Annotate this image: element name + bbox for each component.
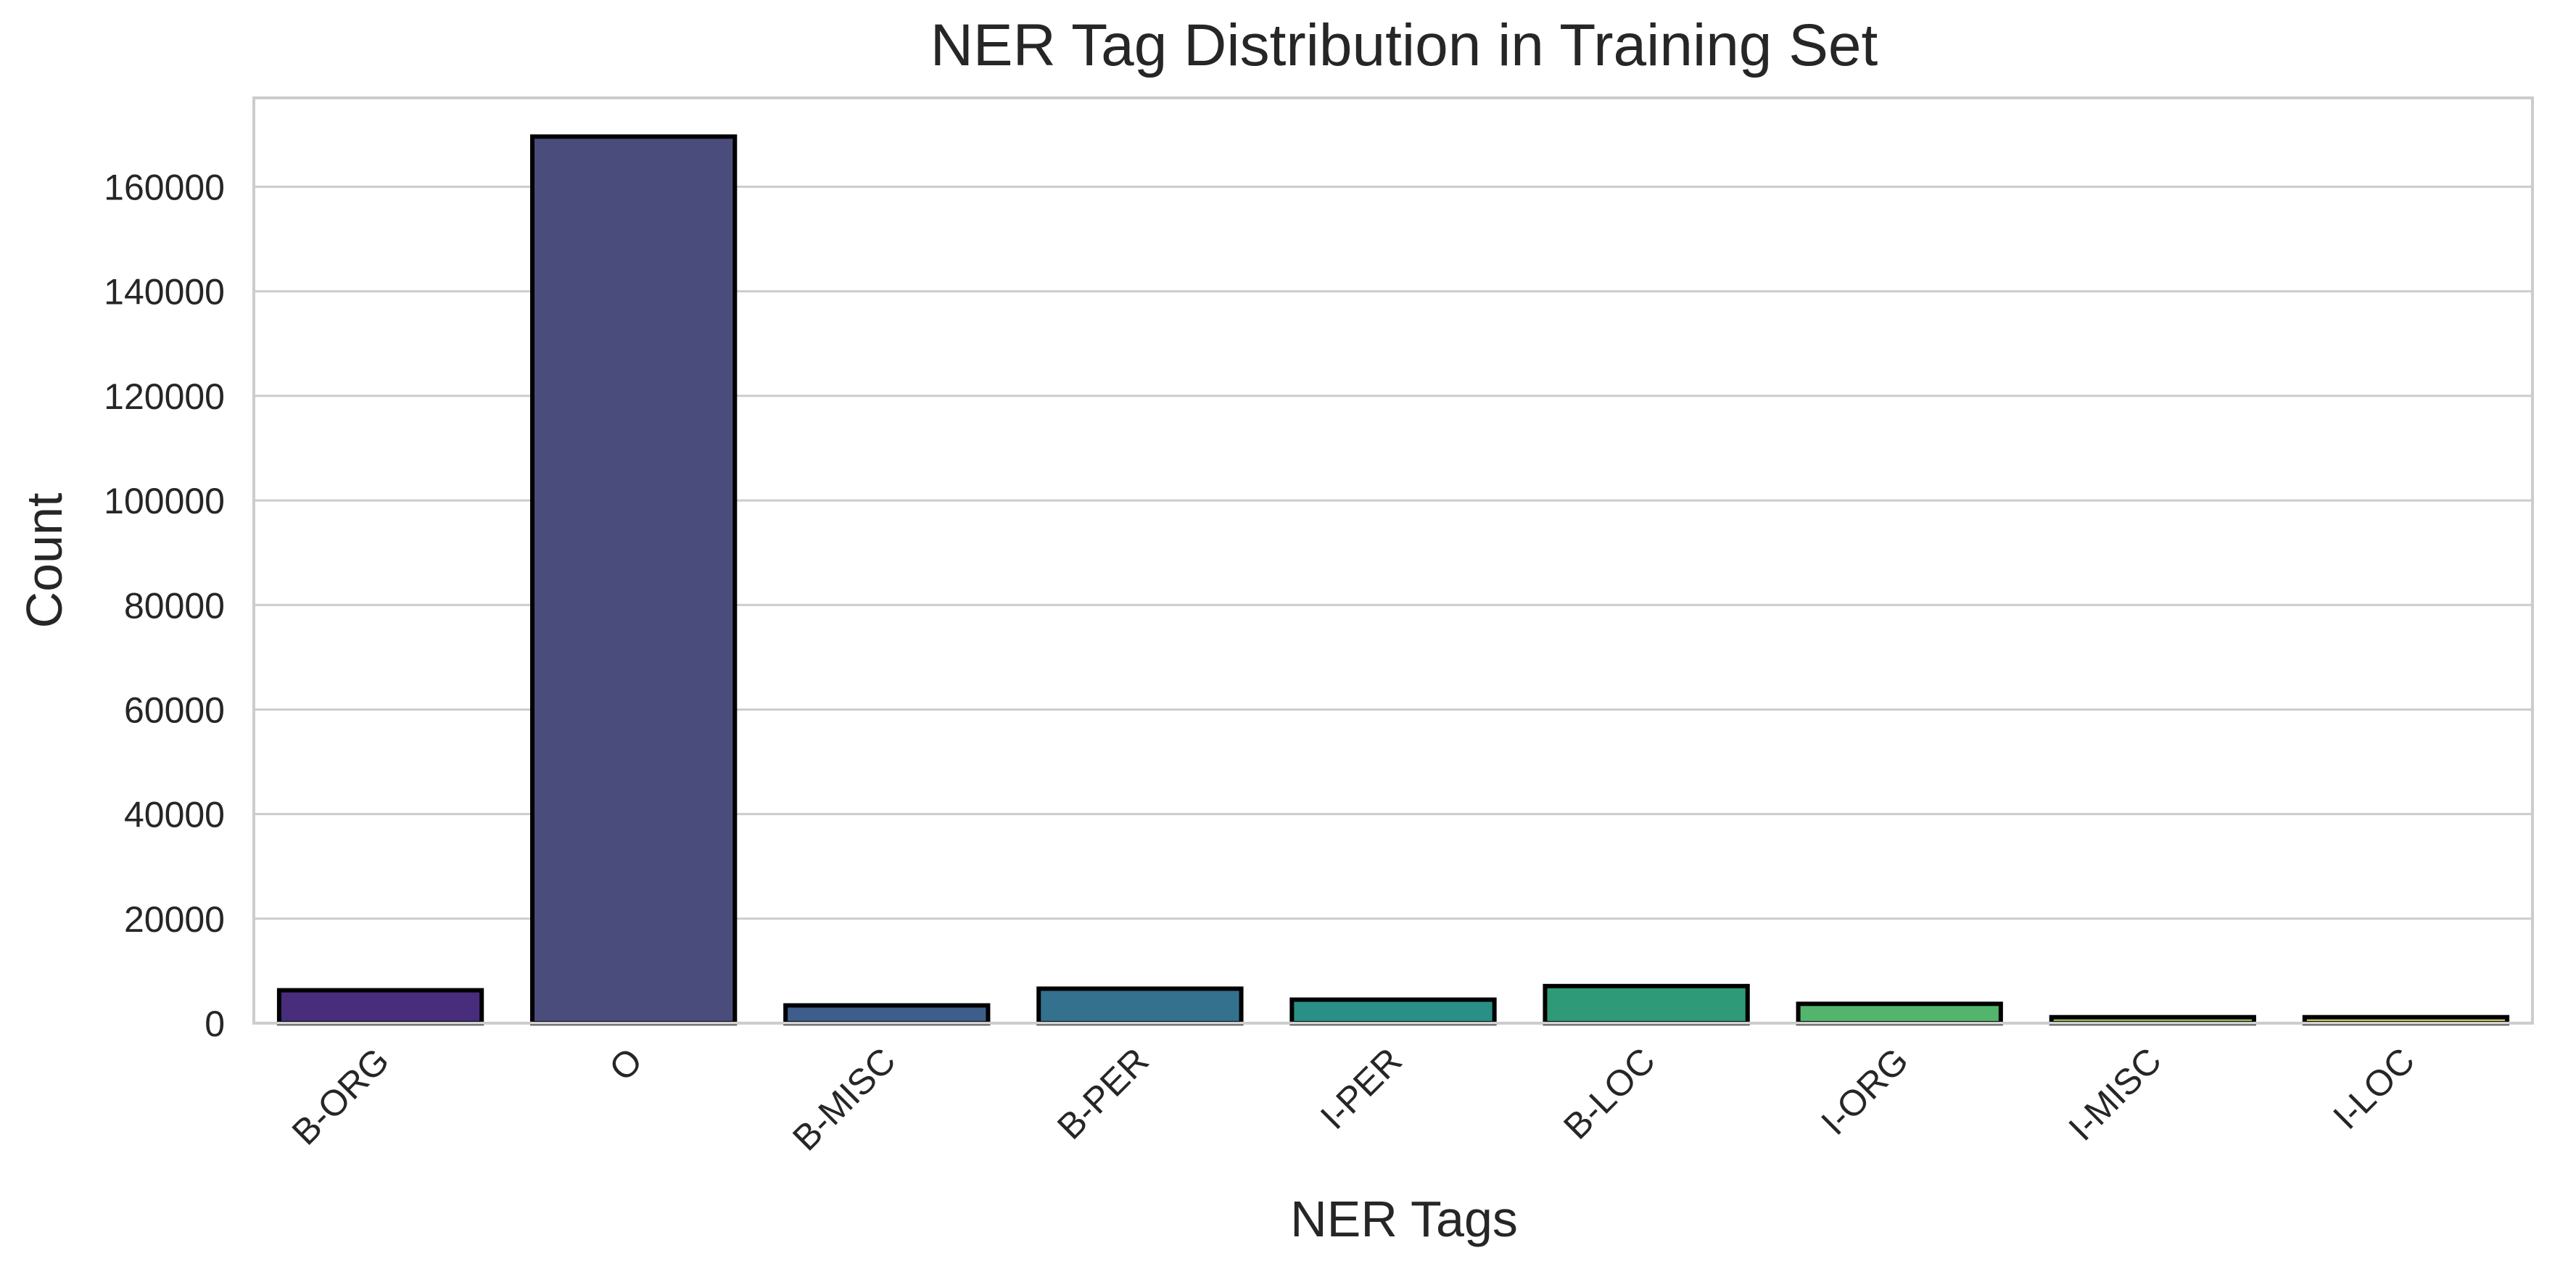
y-tick-label: 140000 — [104, 272, 225, 313]
y-tick-label: 40000 — [124, 795, 225, 835]
y-tick-label: 20000 — [124, 899, 225, 940]
x-tick-label-i-per: I-PER — [1313, 1040, 1410, 1137]
y-axis-label: Count — [16, 493, 73, 629]
x-tick-label-b-org: B-ORG — [284, 1040, 397, 1152]
y-tick-label: 60000 — [124, 690, 225, 730]
bars — [276, 134, 2510, 1026]
y-tick-label: 120000 — [104, 376, 225, 417]
x-tick-label-i-loc: I-LOC — [2325, 1040, 2422, 1137]
bar-b-misc — [783, 1003, 991, 1025]
bar-b-loc — [1543, 983, 1750, 1025]
x-axis-label: NER Tags — [1290, 1191, 1518, 1247]
x-tick-labels: B-ORG O B-MISC B-PER I-PER B-LOC I-ORG I-MISC I-… — [284, 1040, 2422, 1158]
x-tick-label-i-misc: I-MISC — [2061, 1040, 2170, 1149]
bar-i-per — [1289, 997, 1497, 1026]
y-tick-label: 160000 — [104, 168, 225, 208]
x-tick-label-b-per: B-PER — [1049, 1040, 1157, 1147]
bar-i-org — [1796, 1001, 2003, 1025]
bar-b-per — [1036, 986, 1244, 1025]
x-tick-label-o: O — [601, 1040, 650, 1088]
x-tick-label-b-misc: B-MISC — [785, 1040, 903, 1158]
y-tick-label: 80000 — [124, 585, 225, 626]
y-tick-label: 0 — [205, 1004, 225, 1044]
x-tick-label-b-loc: B-LOC — [1556, 1040, 1663, 1147]
x-tick-label-i-org: I-ORG — [1813, 1040, 1916, 1143]
bar-b-org — [276, 988, 484, 1025]
bar-o — [530, 134, 738, 1025]
y-tick-labels: 0 20000 40000 60000 80000 100000 120000 140000 1… — [104, 168, 225, 1044]
chart-title: NER Tag Distribution in Training Set — [930, 12, 1878, 78]
plot-frame — [252, 96, 2534, 1025]
y-tick-label: 100000 — [104, 481, 225, 521]
